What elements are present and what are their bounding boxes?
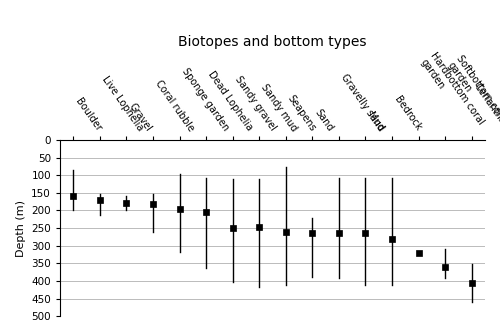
Title: Biotopes and bottom types: Biotopes and bottom types bbox=[178, 35, 367, 49]
Y-axis label: Depth (m): Depth (m) bbox=[16, 199, 26, 257]
